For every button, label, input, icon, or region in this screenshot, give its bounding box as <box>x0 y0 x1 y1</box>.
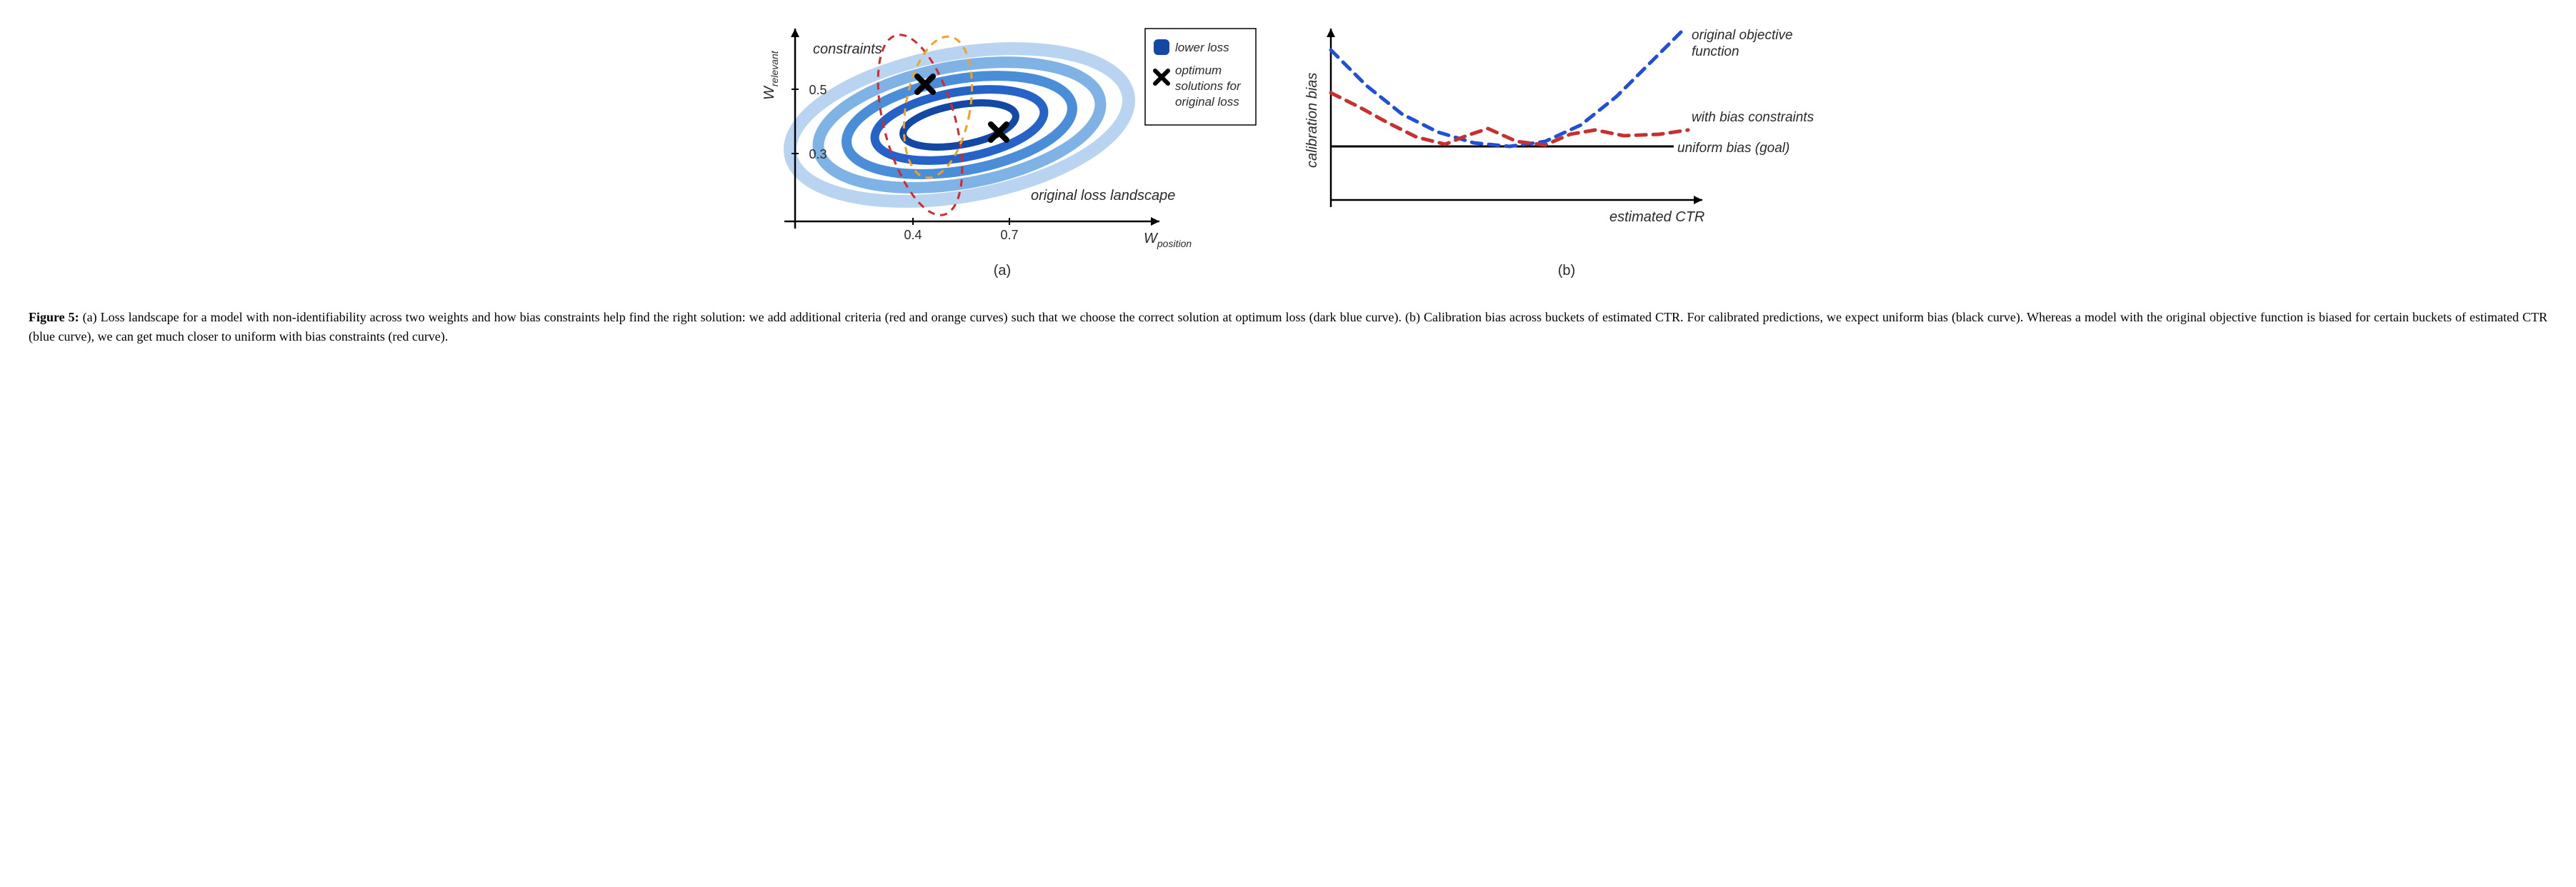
ytick-1: 0.5 <box>809 83 827 97</box>
axes-b: calibration bias estimated CTR <box>1304 29 1704 225</box>
x-axis-label-b: estimated CTR <box>1609 209 1704 225</box>
calibration-bias-chart: calibration bias estimated CTR original … <box>1302 14 1831 257</box>
legend-optimum-2: solutions for <box>1175 79 1242 93</box>
legend-optimum-1: optimum <box>1175 64 1222 77</box>
constrained-label: with bias constraints <box>1692 110 1814 125</box>
original-objective-curve <box>1331 32 1681 146</box>
figure-caption: Figure 5: (a) Loss landscape for a model… <box>29 308 2547 346</box>
xtick-0: 0.4 <box>904 228 922 242</box>
caption-prefix: Figure 5: <box>29 310 79 324</box>
legend-lower-loss: lower loss <box>1175 41 1229 54</box>
subplot-b-label: (b) <box>1558 263 1575 279</box>
subplot-a-label: (a) <box>994 263 1011 279</box>
legend: lower loss optimum solutions for origina… <box>1145 29 1256 125</box>
legend-optimum-3: original loss <box>1175 95 1239 109</box>
y-axis-label-b: calibration bias <box>1304 73 1320 168</box>
subplot-b: calibration bias estimated CTR original … <box>1302 14 1831 279</box>
x-axis-label-a: Wposition <box>1144 231 1192 249</box>
y-axis-label-a: Wrelevant <box>762 50 780 100</box>
ytick-0: 0.3 <box>809 147 827 161</box>
original-label-2: function <box>1692 44 1739 59</box>
subplot-a: 0.4 0.7 0.3 0.5 Wposition Wrelevant cons… <box>745 14 1259 279</box>
xtick-1: 0.7 <box>1000 228 1018 242</box>
landscape-annotation: original loss landscape <box>1031 188 1175 204</box>
caption-body: (a) Loss landscape for a model with non-… <box>29 310 2547 344</box>
loss-landscape-chart: 0.4 0.7 0.3 0.5 Wposition Wrelevant cons… <box>745 14 1259 257</box>
uniform-label: uniform bias (goal) <box>1677 141 1789 156</box>
constraints-annotation: constraints <box>813 41 882 57</box>
original-label-1: original objective <box>1692 28 1793 43</box>
figure-container: 0.4 0.7 0.3 0.5 Wposition Wrelevant cons… <box>29 14 2547 279</box>
